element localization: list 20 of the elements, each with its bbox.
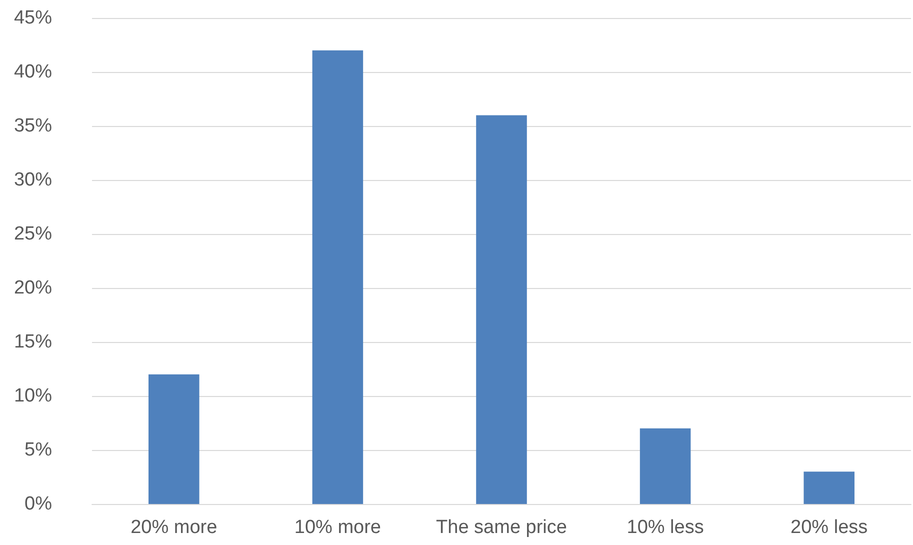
x-tick-label: 10% less xyxy=(626,517,704,538)
y-tick-label: 15% xyxy=(14,332,52,352)
y-tick-label: 5% xyxy=(24,440,52,460)
bar xyxy=(312,50,364,504)
x-tick-label: The same price xyxy=(436,517,567,538)
x-tick-label: 20% more xyxy=(130,517,218,538)
y-tick-label: 20% xyxy=(14,278,52,298)
y-tick-label: 45% xyxy=(14,8,52,28)
bar xyxy=(640,428,691,504)
y-tick-label: 35% xyxy=(14,116,52,136)
x-tick-label: 10% more xyxy=(294,517,382,538)
y-tick-label: 10% xyxy=(14,386,52,406)
bar xyxy=(804,472,854,504)
y-tick-label: 30% xyxy=(14,170,52,190)
bar xyxy=(148,374,200,504)
x-tick-label: 20% less xyxy=(790,517,868,538)
bar xyxy=(476,115,527,504)
y-tick-label: 0% xyxy=(24,494,52,514)
y-tick-label: 25% xyxy=(14,224,52,244)
y-tick-label: 40% xyxy=(14,62,52,82)
